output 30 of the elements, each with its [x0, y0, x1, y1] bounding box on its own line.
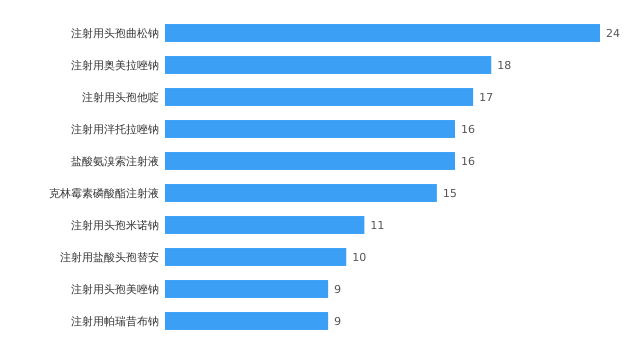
bar — [165, 88, 474, 106]
y-tick-label: 盐酸氨溴索注射液 — [71, 154, 159, 168]
bar — [165, 216, 364, 234]
y-tick-label: 注射用头孢曲松钠 — [71, 26, 159, 40]
y-tick-label: 克林霉素磷酸酯注射液 — [49, 186, 159, 200]
data-label: 24 — [606, 26, 620, 40]
bar — [165, 152, 455, 170]
bar — [165, 312, 328, 330]
data-label: 9 — [334, 282, 342, 296]
data-label: 10 — [352, 250, 366, 264]
data-label: 17 — [479, 90, 494, 104]
y-tick-label: 注射用头孢他啶 — [82, 90, 159, 104]
y-tick-label: 注射用盐酸头孢替安 — [60, 250, 159, 264]
data-label: 9 — [334, 314, 342, 328]
y-tick-label: 注射用帕瑞昔布钠 — [71, 314, 159, 328]
bar — [165, 24, 600, 42]
data-label: 15 — [442, 186, 457, 200]
y-tick-label: 注射用头孢米诺钠 — [71, 218, 159, 232]
y-tick-label: 注射用泮托拉唑钠 — [71, 122, 159, 136]
data-label: 11 — [370, 218, 384, 232]
bar — [165, 56, 492, 74]
data-label: 18 — [497, 58, 512, 72]
bar — [165, 184, 437, 202]
bar — [165, 120, 455, 138]
bar — [165, 248, 346, 266]
data-label: 16 — [461, 154, 475, 168]
y-tick-label: 注射用奥美拉唑钠 — [71, 58, 159, 72]
y-tick-label: 注射用头孢美唑钠 — [71, 282, 159, 296]
data-label: 16 — [461, 122, 475, 136]
bar — [165, 280, 328, 298]
